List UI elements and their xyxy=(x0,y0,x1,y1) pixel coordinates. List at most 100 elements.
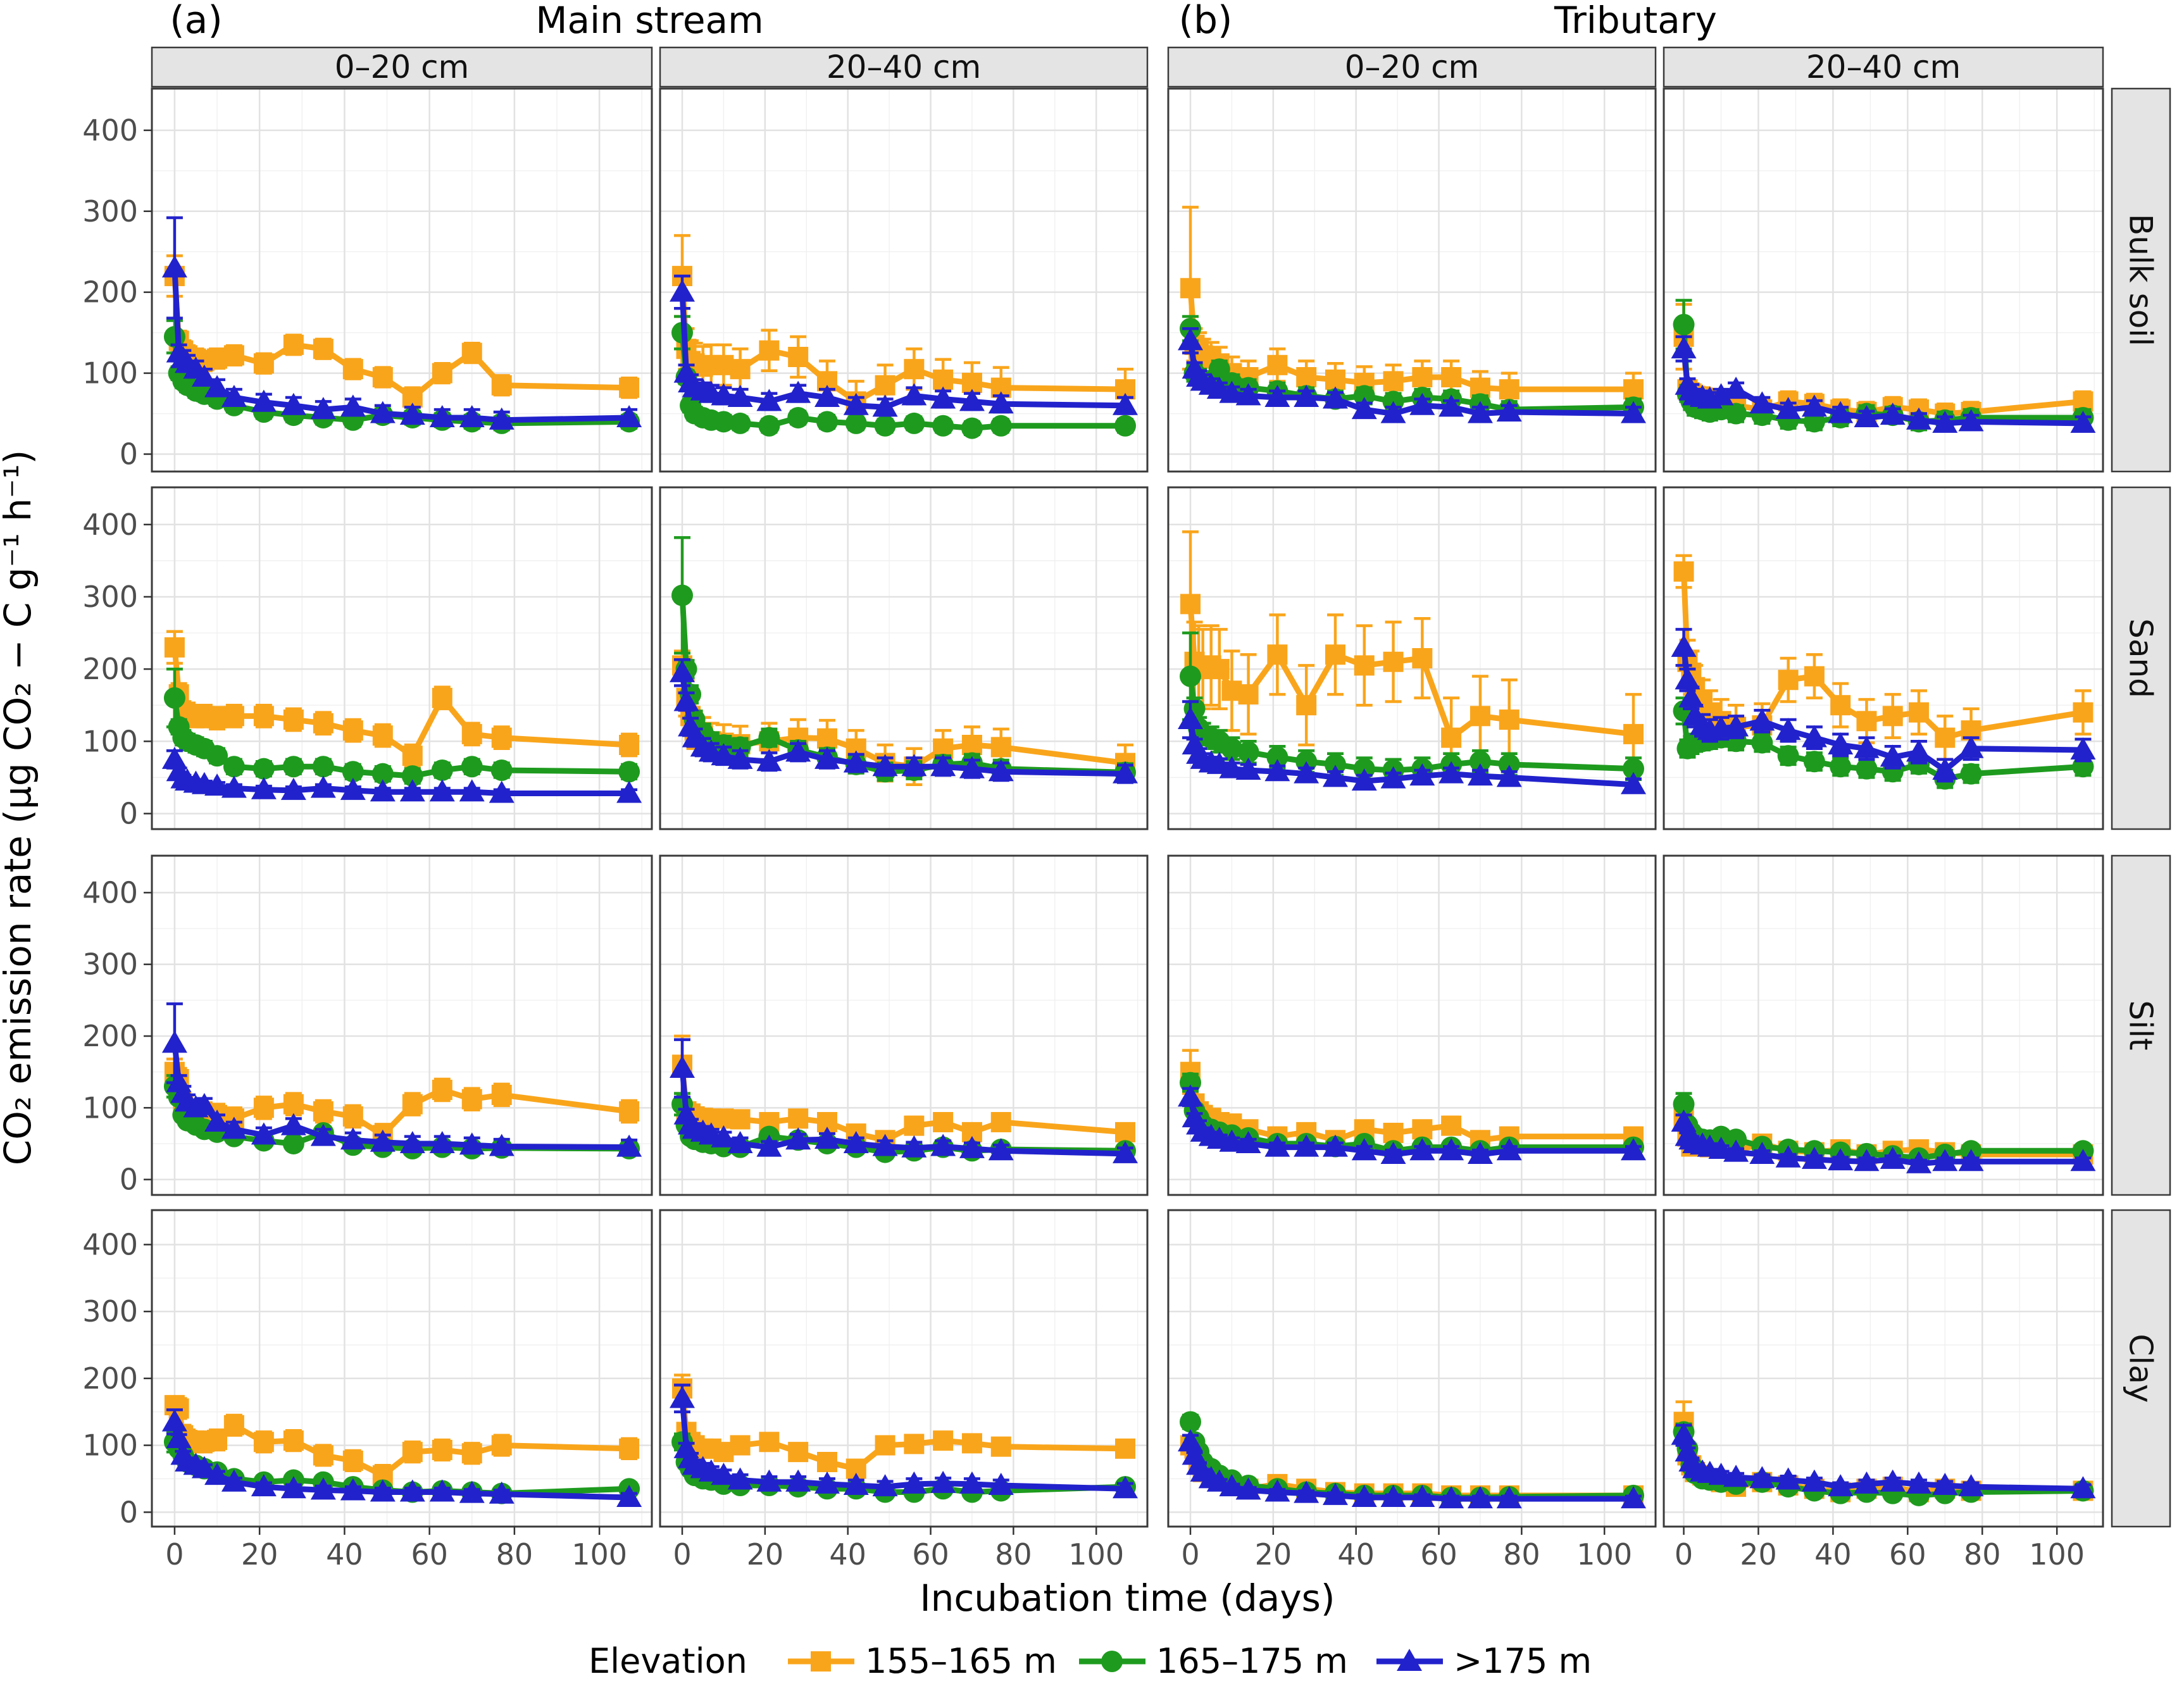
triangle-marker xyxy=(1264,384,1290,407)
square-marker xyxy=(432,1079,452,1100)
triangle-marker xyxy=(670,1385,695,1408)
triangle-marker xyxy=(616,404,642,427)
triangle-marker xyxy=(711,1463,737,1485)
triangle-marker xyxy=(1906,1471,1932,1494)
triangle-marker xyxy=(1708,1137,1734,1159)
triangle-marker xyxy=(1749,1466,1775,1489)
circle-marker xyxy=(1237,741,1259,763)
triangle-marker xyxy=(204,1463,230,1485)
square-marker xyxy=(253,1097,274,1118)
panel-border xyxy=(659,87,1149,473)
series-square xyxy=(672,1373,1135,1479)
square-marker xyxy=(491,1084,512,1105)
triangle-marker xyxy=(785,380,811,403)
triangle-marker xyxy=(1906,739,1932,762)
triangle-marker xyxy=(1675,667,1700,690)
triangle-marker xyxy=(221,1469,247,1492)
circle-marker xyxy=(1208,358,1230,380)
triangle-marker xyxy=(1235,1477,1261,1500)
y-tick-label: 400 xyxy=(82,875,138,909)
triangle-marker xyxy=(1294,761,1320,784)
square-marker xyxy=(1296,366,1317,387)
x-tick-label: 80 xyxy=(1503,1537,1540,1572)
circle-marker xyxy=(223,756,245,778)
circle-marker xyxy=(312,756,334,778)
triangle-marker xyxy=(1380,401,1406,423)
triangle-marker xyxy=(1219,380,1245,403)
triangle-marker xyxy=(843,750,869,773)
group-title-tributary: Tributary xyxy=(1554,0,1717,42)
triangle-marker xyxy=(901,1471,927,1494)
x-tick-label: 60 xyxy=(1420,1537,1457,1572)
panel-border xyxy=(659,1209,1149,1528)
circle-marker xyxy=(990,415,1012,437)
panel-border xyxy=(1663,486,2104,830)
triangle-marker xyxy=(1322,386,1348,409)
triangle-marker xyxy=(429,404,455,427)
row-strip xyxy=(2111,854,2171,1196)
square-marker xyxy=(1115,1122,1135,1142)
triangle-marker xyxy=(1958,735,1984,758)
series-triangle xyxy=(1178,1084,1646,1164)
triangle-marker xyxy=(1235,1130,1261,1153)
square-marker xyxy=(313,1445,334,1466)
triangle-marker xyxy=(814,746,840,769)
triangle-marker xyxy=(1854,1149,1880,1172)
series-triangle xyxy=(1671,335,2096,433)
panel-border xyxy=(1167,486,1657,830)
column-strip xyxy=(1663,46,2104,88)
triangle-marker xyxy=(988,391,1014,414)
square-marker xyxy=(1412,1119,1433,1140)
triangle-marker xyxy=(1880,403,1906,425)
triangle-marker xyxy=(161,255,187,278)
triangle-marker xyxy=(843,392,869,415)
triangle-marker xyxy=(670,1055,695,1078)
triangle-marker xyxy=(251,1474,277,1497)
square-marker xyxy=(788,1108,809,1129)
circle-marker xyxy=(932,415,954,437)
triangle-marker xyxy=(459,779,485,802)
square-marker xyxy=(933,1111,954,1132)
triangle-marker xyxy=(459,1132,485,1155)
square-marker xyxy=(1325,369,1345,390)
triangle-marker xyxy=(959,389,985,411)
legend-entry-label: >175 m xyxy=(1454,1641,1592,1681)
square-marker xyxy=(1623,723,1644,744)
triangle-marker xyxy=(1113,1476,1138,1499)
triangle-marker xyxy=(161,1030,187,1053)
triangle-marker xyxy=(1801,1146,1827,1169)
triangle-marker xyxy=(2070,737,2096,759)
square-marker xyxy=(1325,644,1345,665)
square-marker xyxy=(1354,655,1375,676)
triangle-marker xyxy=(1438,394,1464,417)
square-marker xyxy=(1804,666,1825,687)
square-marker xyxy=(1267,644,1288,665)
triangle-marker xyxy=(1621,1138,1646,1161)
square-marker xyxy=(1909,702,1930,723)
y-tick-label: 0 xyxy=(120,1163,138,1197)
triangle-marker xyxy=(785,1127,811,1150)
y-tick-label: 300 xyxy=(82,194,138,228)
square-marker xyxy=(283,1094,304,1115)
square-marker xyxy=(491,1435,512,1456)
panel-silt-tributary-0-20-cm xyxy=(1167,854,1657,1196)
triangle-marker xyxy=(756,389,782,411)
series-triangle xyxy=(161,216,642,430)
square-marker xyxy=(759,340,780,361)
circle-marker xyxy=(1623,758,1644,780)
triangle-marker xyxy=(459,404,485,427)
triangle-marker xyxy=(2070,1149,2096,1172)
triangle-marker xyxy=(489,407,515,430)
column-strip-label: 20–40 cm xyxy=(827,49,981,85)
triangle-marker xyxy=(1621,401,1646,423)
x-tick-label: 100 xyxy=(1576,1537,1632,1572)
triangle-marker xyxy=(872,394,898,417)
column-strip-label: 20–40 cm xyxy=(1806,49,1961,85)
triangle-marker xyxy=(1113,761,1138,784)
panel-border xyxy=(151,486,653,830)
x-tick-label: 40 xyxy=(1337,1537,1375,1572)
y-tick-label: 0 xyxy=(120,437,138,472)
square-marker xyxy=(1623,379,1644,400)
triangle-marker xyxy=(1854,735,1880,758)
square-marker xyxy=(904,1115,925,1136)
